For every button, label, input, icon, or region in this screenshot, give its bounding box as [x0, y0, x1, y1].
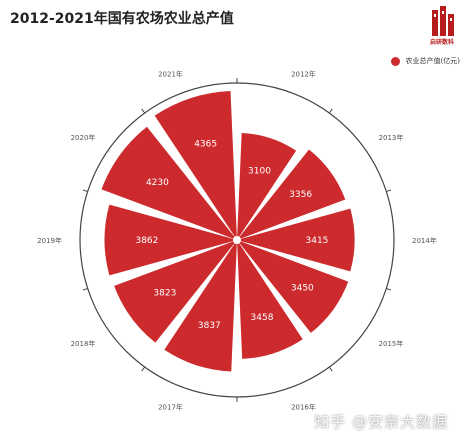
angle-tick	[386, 288, 392, 291]
legend-marker	[390, 56, 400, 66]
bar-2021年[interactable]	[154, 90, 237, 237]
angle-tick	[82, 288, 88, 291]
legend-label: 农业总产值(亿元)	[405, 57, 460, 65]
logo-text: 启研数科	[429, 39, 454, 46]
data-label: 3862	[135, 236, 158, 246]
category-label: 2017年	[158, 402, 183, 411]
category-label: 2020年	[71, 133, 96, 142]
angle-tick	[141, 366, 146, 372]
data-label: 3415	[306, 236, 329, 246]
angle-tick	[386, 189, 392, 192]
angle-tick	[141, 108, 146, 114]
data-label: 4230	[146, 178, 169, 188]
bar-2015年[interactable]	[239, 241, 349, 333]
bar-2018年[interactable]	[114, 241, 235, 343]
chart-title: 2012-2021年国有农场农业总产值	[10, 11, 234, 27]
chart-legend[interactable]: 农业总产值(亿元)	[390, 56, 460, 66]
angle-tick	[82, 189, 88, 192]
bar-2016年[interactable]	[237, 243, 303, 359]
bar-2014年[interactable]	[240, 208, 355, 272]
category-label: 2014年	[412, 236, 437, 245]
category-label: 2016年	[291, 402, 316, 411]
data-label: 3100	[248, 167, 271, 177]
data-label: 4365	[194, 140, 217, 150]
angle-tick	[328, 108, 333, 114]
category-label: 2013年	[379, 133, 404, 142]
data-label: 3458	[251, 313, 274, 323]
bar-2012年[interactable]	[237, 132, 297, 237]
category-label: 2019年	[37, 236, 62, 245]
bar-2020年[interactable]	[101, 126, 235, 239]
category-label: 2021年	[158, 70, 183, 79]
data-label: 3823	[153, 288, 176, 298]
brand-logo: 启研数科	[422, 6, 462, 46]
bar-2019年[interactable]	[104, 204, 234, 276]
bar-2013年[interactable]	[239, 149, 346, 239]
category-label: 2018年	[71, 339, 96, 348]
data-label: 3450	[291, 283, 314, 293]
category-label: 2015年	[379, 339, 404, 348]
building-icon	[432, 6, 454, 36]
watermark: 知乎 @安奈大数据	[314, 413, 448, 431]
bar-2017年[interactable]	[164, 243, 237, 372]
angle-tick	[328, 366, 333, 372]
category-label: 2012年	[291, 70, 316, 79]
data-label: 3356	[289, 190, 312, 200]
data-label: 3837	[198, 321, 221, 331]
